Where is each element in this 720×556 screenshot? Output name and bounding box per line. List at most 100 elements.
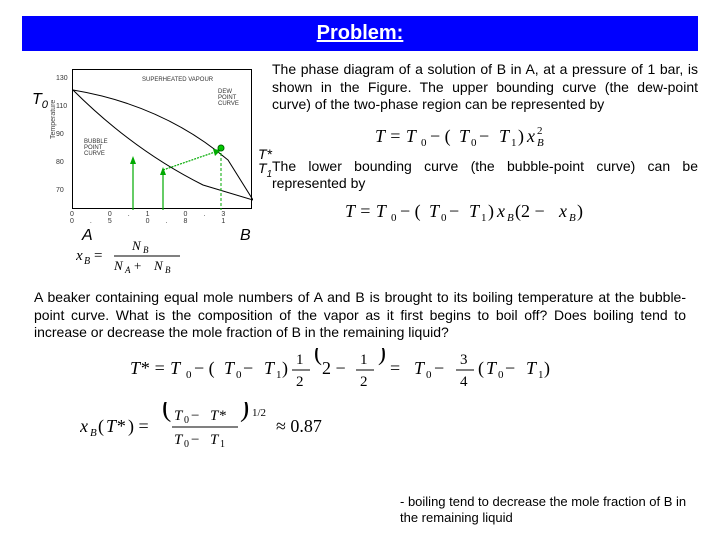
svg-text:(: ( <box>478 358 484 379</box>
svg-text:): ) <box>488 201 494 222</box>
eq-xb-result: x B ( T* ) = ( T 0 − T* T 0 − T 1 ) 1/2 … <box>0 402 720 452</box>
svg-text:T* = T: T* = T <box>130 358 182 378</box>
svg-text:): ) <box>282 358 288 379</box>
svg-text:): ) <box>240 402 249 423</box>
svg-text:0: 0 <box>498 369 504 381</box>
svg-text:A: A <box>124 265 131 274</box>
svg-text:T: T <box>429 201 441 221</box>
svg-text:): ) <box>518 126 524 147</box>
svg-text:1/2: 1/2 <box>252 407 266 419</box>
svg-text:x: x <box>558 201 567 221</box>
svg-text:(2 −: (2 − <box>515 201 545 222</box>
final-note: - boiling tend to decrease the mole frac… <box>400 494 690 525</box>
svg-text:0: 0 <box>441 212 447 224</box>
top-section: T0 Temperature 130110908070 SUPERHEATED … <box>0 59 720 249</box>
svg-text:−: − <box>479 126 489 146</box>
svg-text:−: − <box>449 201 459 221</box>
svg-text:T: T <box>459 126 471 146</box>
svg-text:1: 1 <box>296 352 304 368</box>
svg-text:1: 1 <box>276 369 282 381</box>
eq-bubble: T = T 0 − ( T 0 − T 1 ) x B (2 − x B ) <box>272 197 698 227</box>
svg-text:1: 1 <box>220 439 225 450</box>
svg-text:− (: − ( <box>430 126 451 147</box>
svg-text:−: − <box>505 358 515 378</box>
top-text: The phase diagram of a solution of B in … <box>272 59 698 249</box>
svg-text:1: 1 <box>481 212 487 224</box>
svg-text:T: T <box>526 358 538 378</box>
para1: The phase diagram of a solution of B in … <box>272 61 698 114</box>
svg-text:=: = <box>390 358 400 378</box>
svg-text:B: B <box>569 212 576 224</box>
svg-text:≈ 0.87: ≈ 0.87 <box>276 416 322 436</box>
svg-text:): ) <box>544 358 550 379</box>
svg-text:0: 0 <box>184 439 189 450</box>
svg-text:−: − <box>191 432 199 448</box>
svg-text:T = T: T = T <box>345 201 388 221</box>
svg-text:N: N <box>153 258 164 273</box>
svg-text:0: 0 <box>184 415 189 426</box>
svg-text:−: − <box>434 358 444 378</box>
svg-text:T: T <box>174 432 184 448</box>
svg-text:−: − <box>191 408 199 424</box>
t0-label: T0 <box>32 91 48 111</box>
eq-tstar-solve: T* = T 0 − ( T 0 − T 1 ) 1 2 ( 2 − 1 2 )… <box>0 348 720 392</box>
para3: A beaker containing equal mole numbers o… <box>0 285 720 342</box>
svg-text:− (: − ( <box>194 358 215 379</box>
svg-text:− (: − ( <box>400 201 421 222</box>
svg-text:B: B <box>143 245 149 255</box>
svg-text:0: 0 <box>391 212 397 224</box>
svg-text:T: T <box>486 358 498 378</box>
svg-text:T*: T* <box>106 416 125 436</box>
svg-text:3: 3 <box>460 352 468 368</box>
svg-text:B: B <box>507 212 514 224</box>
svg-text:2: 2 <box>296 374 304 390</box>
svg-text:T: T <box>264 358 276 378</box>
svg-text:N: N <box>113 258 124 273</box>
svg-text:T: T <box>174 408 184 424</box>
problem-header: Problem: <box>22 16 698 51</box>
svg-text:): ) <box>577 201 583 222</box>
svg-text:2 −: 2 − <box>322 358 346 378</box>
svg-text:0: 0 <box>236 369 242 381</box>
svg-text:x: x <box>526 126 535 146</box>
svg-text:0: 0 <box>471 137 477 149</box>
eq-dew: T = T 0 − ( T 0 − T 1 ) x B 2 <box>272 122 698 152</box>
svg-text:1: 1 <box>511 137 517 149</box>
svg-text:T: T <box>469 201 481 221</box>
svg-text:T*: T* <box>210 408 226 424</box>
svg-text:(: ( <box>98 416 104 437</box>
svg-text:+: + <box>134 258 141 273</box>
svg-text:0: 0 <box>421 137 427 149</box>
svg-text:0: 0 <box>186 369 192 381</box>
chart-xticks: 0 0.1 0.3 0.5 0.8 1 <box>70 211 262 225</box>
svg-text:x: x <box>76 248 83 264</box>
svg-text:T: T <box>499 126 511 146</box>
b-label: B <box>240 227 251 245</box>
svg-text:2: 2 <box>537 125 543 137</box>
svg-text:) =: ) = <box>128 416 149 437</box>
svg-text:T: T <box>414 358 426 378</box>
svg-text:(: ( <box>314 348 322 366</box>
svg-text:=: = <box>94 248 102 264</box>
svg-text:B: B <box>165 265 171 274</box>
svg-text:B: B <box>90 427 97 439</box>
svg-text:1: 1 <box>538 369 544 381</box>
svg-text:T: T <box>210 432 220 448</box>
svg-text:4: 4 <box>460 374 468 390</box>
svg-text:(: ( <box>162 402 171 423</box>
tstar-label: T* T1 <box>258 147 272 180</box>
phase-diagram-chart: T0 Temperature 130110908070 SUPERHEATED … <box>22 59 262 249</box>
svg-text:B: B <box>84 256 90 267</box>
svg-text:N: N <box>131 238 142 253</box>
legend-bubble: BUBBLEPOINTCURVE <box>84 139 108 157</box>
svg-text:2: 2 <box>360 374 368 390</box>
eq-xb-definition: x B = N B N A + N B <box>76 238 196 277</box>
svg-text:B: B <box>537 137 544 149</box>
legend-superheated: SUPERHEATED VAPOUR <box>142 77 213 83</box>
svg-text:−: − <box>243 358 253 378</box>
svg-text:T = T: T = T <box>375 126 418 146</box>
svg-text:x: x <box>80 416 88 436</box>
svg-text:T: T <box>224 358 236 378</box>
svg-text:1: 1 <box>360 352 368 368</box>
para2: The lower bounding curve (the bubble-poi… <box>272 158 698 193</box>
